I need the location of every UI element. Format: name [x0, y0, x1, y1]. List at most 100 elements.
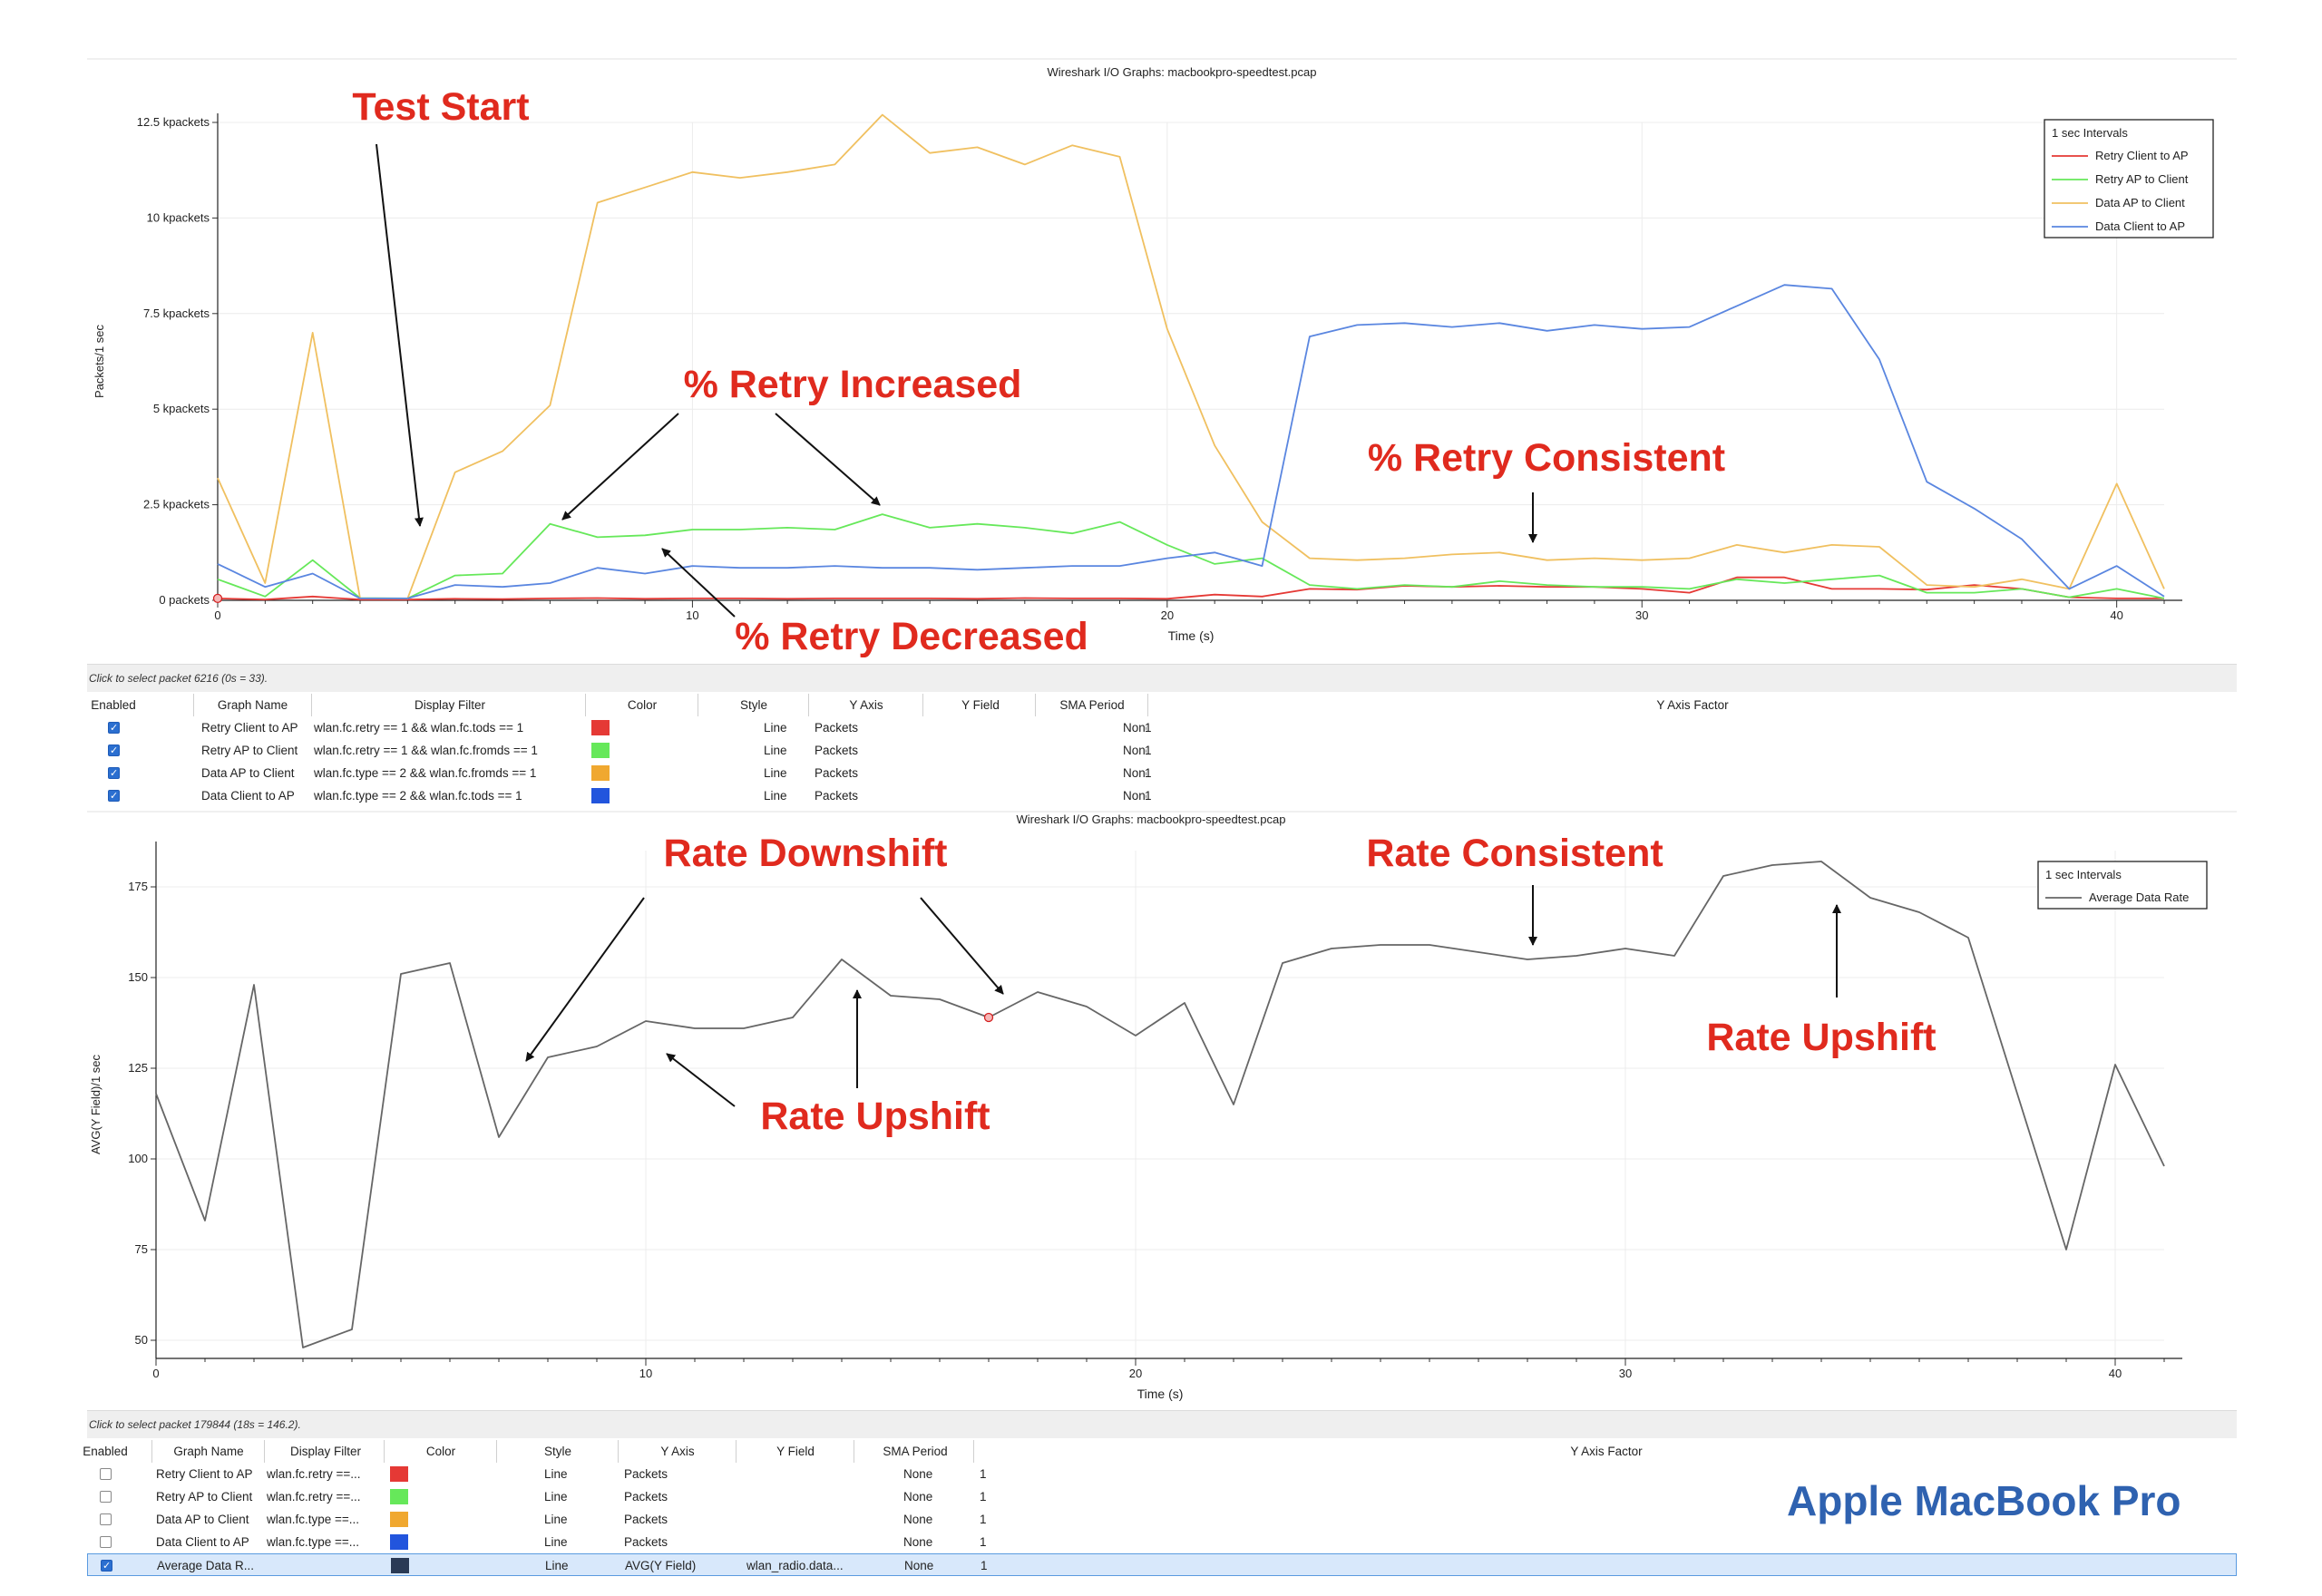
style-cell[interactable]: Line — [544, 1535, 568, 1549]
sma-period-cell[interactable]: None — [903, 1490, 933, 1504]
color-swatch[interactable] — [390, 1489, 408, 1504]
graph-row[interactable]: Data AP to Client wlan.fc.type ==... Line P… — [87, 1508, 2237, 1531]
y-axis-factor-cell[interactable]: 1 — [980, 1467, 987, 1481]
sma-period-cell[interactable]: None — [903, 1467, 933, 1481]
enabled-checkbox[interactable] — [100, 1536, 112, 1548]
column-header-y-axis-factor[interactable]: Y Axis Factor — [1656, 698, 1729, 712]
display-filter-cell[interactable]: wlan.fc.retry == 1 && wlan.fc.tods == 1 — [314, 721, 524, 735]
graph-name-cell[interactable]: Retry AP to Client — [201, 744, 298, 757]
y-axis-factor-cell[interactable]: 1 — [980, 1490, 987, 1504]
y-axis-cell[interactable]: Packets — [815, 744, 859, 757]
sma-period-cell[interactable]: None — [1123, 721, 1146, 735]
color-swatch[interactable] — [591, 788, 610, 803]
graph-name-cell[interactable]: Retry Client to AP — [156, 1467, 253, 1481]
sma-period-cell[interactable]: None — [903, 1513, 933, 1526]
column-header-graph-name[interactable]: Graph Name — [173, 1445, 244, 1458]
style-cell[interactable]: Line — [764, 721, 787, 735]
annotation-retry-decreased: % Retry Decreased — [735, 615, 1088, 658]
color-swatch[interactable] — [591, 720, 610, 735]
graph-row[interactable]: Data Client to AP wlan.fc.type ==... Line P… — [87, 1531, 2237, 1553]
color-swatch[interactable] — [390, 1534, 408, 1550]
sma-period-cell[interactable]: None — [903, 1535, 933, 1549]
enabled-checkbox[interactable] — [108, 763, 120, 785]
graph-name-cell[interactable]: Data AP to Client — [156, 1513, 249, 1526]
sma-period-cell[interactable]: None — [904, 1559, 934, 1572]
y-axis-cell[interactable]: Packets — [624, 1490, 668, 1504]
graph-row[interactable]: Data AP to Client wlan.fc.type == 2 && wl… — [87, 762, 2237, 785]
graph-row[interactable]: Retry AP to Client wlan.fc.retry == 1 && … — [87, 739, 2237, 763]
y-axis-cell[interactable]: AVG(Y Field) — [625, 1559, 697, 1572]
y-axis-cell[interactable]: Packets — [815, 789, 859, 803]
column-header-color[interactable]: Color — [425, 1445, 456, 1458]
column-header-style[interactable]: Style — [543, 1445, 571, 1458]
y-axis-cell[interactable]: Packets — [624, 1513, 668, 1526]
style-cell[interactable]: Line — [544, 1490, 568, 1504]
y-axis-factor-cell[interactable]: 1 — [980, 1513, 987, 1526]
enabled-checkbox[interactable] — [101, 1555, 112, 1578]
graph-name-cell[interactable]: Average Data R... — [157, 1559, 255, 1572]
display-filter-cell[interactable]: wlan.fc.type ==... — [267, 1535, 360, 1549]
column-header-display-filter[interactable]: Display Filter — [414, 698, 485, 712]
column-header-y-field[interactable]: Y Field — [961, 698, 1000, 712]
y-axis-factor-cell[interactable]: 1 — [1145, 766, 1152, 780]
graph-name-cell[interactable]: Retry AP to Client — [156, 1490, 253, 1504]
y-axis-cell[interactable]: Packets — [624, 1535, 668, 1549]
graph-row[interactable]: Retry AP to Client wlan.fc.retry ==... Lin… — [87, 1485, 2237, 1508]
display-filter-cell[interactable]: wlan.fc.retry ==... — [267, 1467, 361, 1481]
y-axis-cell[interactable]: Packets — [624, 1467, 668, 1481]
y-axis-factor-cell[interactable]: 1 — [1145, 744, 1152, 757]
color-swatch[interactable] — [391, 1558, 409, 1573]
enabled-checkbox[interactable] — [100, 1491, 112, 1503]
display-filter-cell[interactable]: wlan.fc.type == 2 && wlan.fc.tods == 1 — [314, 789, 522, 803]
display-filter-cell[interactable]: wlan.fc.retry ==... — [267, 1490, 361, 1504]
graph-name-cell[interactable]: Data Client to AP — [201, 789, 295, 803]
sma-period-cell[interactable]: None — [1123, 789, 1146, 803]
column-header-sma-period[interactable]: SMA Period — [883, 1445, 948, 1458]
enabled-checkbox[interactable] — [100, 1513, 112, 1525]
color-swatch[interactable] — [591, 765, 610, 781]
color-swatch[interactable] — [390, 1512, 408, 1527]
y-axis-cell[interactable]: Packets — [815, 766, 859, 780]
column-header-enabled[interactable]: Enabled — [91, 698, 136, 712]
column-header-y-field[interactable]: Y Field — [776, 1445, 815, 1458]
graph-name-cell[interactable]: Retry Client to AP — [201, 721, 298, 735]
graph-row[interactable]: Retry Client to AP wlan.fc.retry == 1 && … — [87, 716, 2237, 740]
enabled-checkbox[interactable] — [108, 785, 120, 808]
column-header-display-filter[interactable]: Display Filter — [289, 1445, 361, 1458]
column-header-enabled[interactable]: Enabled — [83, 1445, 128, 1458]
column-header-color[interactable]: Color — [627, 698, 658, 712]
column-header-style[interactable]: Style — [739, 698, 767, 712]
style-cell[interactable]: Line — [764, 766, 787, 780]
style-cell[interactable]: Line — [764, 744, 787, 757]
y-axis-factor-cell[interactable]: 1 — [1145, 721, 1152, 735]
display-filter-cell[interactable]: wlan.fc.type == 2 && wlan.fc.fromds == 1 — [314, 766, 537, 780]
style-cell[interactable]: Line — [544, 1513, 568, 1526]
column-header-graph-name[interactable]: Graph Name — [217, 698, 288, 712]
sma-period-cell[interactable]: None — [1123, 766, 1146, 780]
style-cell[interactable]: Line — [545, 1559, 569, 1572]
column-header-sma-period[interactable]: SMA Period — [1059, 698, 1125, 712]
enabled-checkbox[interactable] — [108, 717, 120, 740]
y-field-cell[interactable]: wlan_radio.data... — [746, 1559, 844, 1572]
enabled-checkbox[interactable] — [100, 1468, 112, 1480]
graph-row[interactable]: Data Client to AP wlan.fc.type == 2 && wl… — [87, 784, 2237, 808]
enabled-checkbox[interactable] — [108, 740, 120, 763]
y-axis-factor-cell[interactable]: 1 — [980, 1535, 987, 1549]
graph-row[interactable]: Retry Client to AP wlan.fc.retry ==... Lin… — [87, 1463, 2237, 1485]
graph-row[interactable]: Average Data R... Line AVG(Y Field) wlan_ra… — [87, 1553, 2237, 1578]
column-header-y-axis[interactable]: Y Axis — [849, 698, 883, 712]
style-cell[interactable]: Line — [764, 789, 787, 803]
y-axis-factor-cell[interactable]: 1 — [1145, 789, 1152, 803]
color-swatch[interactable] — [591, 743, 610, 758]
y-axis-factor-cell[interactable]: 1 — [981, 1559, 988, 1572]
sma-period-cell[interactable]: None — [1123, 744, 1146, 757]
column-header-y-axis[interactable]: Y Axis — [660, 1445, 695, 1458]
display-filter-cell[interactable]: wlan.fc.retry == 1 && wlan.fc.fromds == … — [314, 744, 538, 757]
style-cell[interactable]: Line — [544, 1467, 568, 1481]
display-filter-cell[interactable]: wlan.fc.type ==... — [267, 1513, 360, 1526]
graph-name-cell[interactable]: Data Client to AP — [156, 1535, 249, 1549]
column-header-y-axis-factor[interactable]: Y Axis Factor — [1570, 1445, 1643, 1458]
graph-name-cell[interactable]: Data AP to Client — [201, 766, 295, 780]
color-swatch[interactable] — [390, 1466, 408, 1482]
y-axis-cell[interactable]: Packets — [815, 721, 859, 735]
